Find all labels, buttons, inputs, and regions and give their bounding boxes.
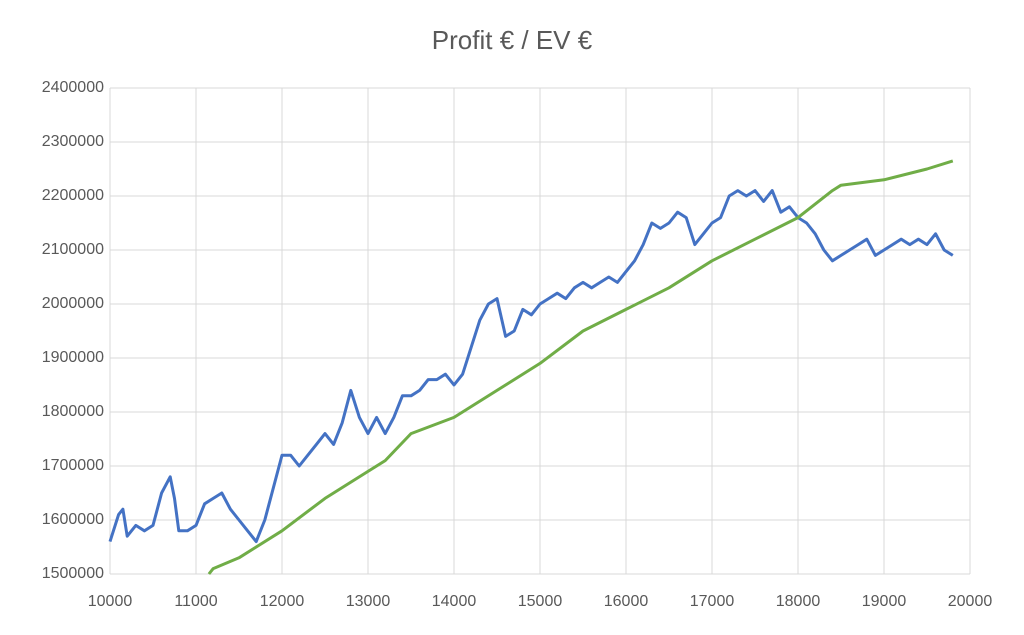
x-tick-label: 14000	[432, 593, 477, 610]
x-tick-label: 10000	[88, 593, 133, 610]
y-tick-label: 1600000	[42, 511, 104, 528]
x-tick-label: 13000	[346, 593, 391, 610]
x-tick-label: 12000	[260, 593, 305, 610]
y-tick-label: 1800000	[42, 403, 104, 420]
y-tick-label: 1700000	[42, 457, 104, 474]
y-tick-label: 2300000	[42, 133, 104, 150]
y-tick-label: 2000000	[42, 295, 104, 312]
x-tick-label: 19000	[862, 593, 907, 610]
y-tick-label: 2400000	[42, 79, 104, 96]
y-tick-label: 2200000	[42, 187, 104, 204]
x-tick-label: 20000	[948, 593, 993, 610]
x-tick-label: 11000	[174, 593, 217, 610]
x-tick-label: 17000	[690, 593, 735, 610]
x-tick-label: 15000	[518, 593, 563, 610]
y-tick-label: 2100000	[42, 241, 104, 258]
series-line	[207, 159, 954, 575]
x-tick-label: 18000	[776, 593, 821, 610]
series-line	[108, 189, 954, 544]
y-tick-label: 1500000	[42, 565, 104, 582]
y-tick-label: 1900000	[42, 349, 104, 366]
x-tick-label: 16000	[604, 593, 649, 610]
chart-title: Profit € / EV €	[432, 25, 593, 55]
